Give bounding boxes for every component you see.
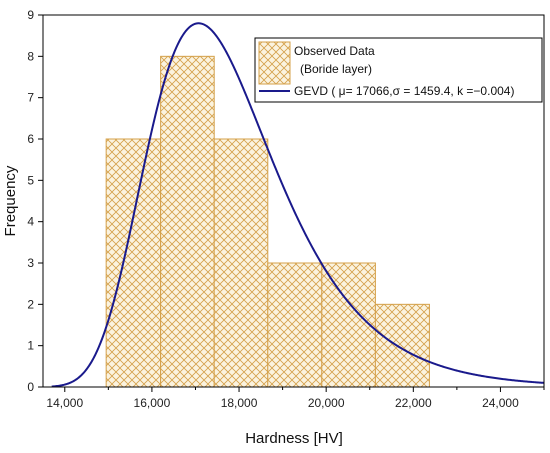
histogram-bar: [374, 303, 430, 388]
x-tick-label: 20,000: [308, 396, 345, 410]
y-tick-label: 7: [27, 91, 34, 105]
y-tick-label: 0: [27, 380, 34, 394]
histogram-bar: [213, 138, 269, 388]
y-tick-label: 8: [27, 49, 34, 63]
legend-label-observed-sub: (Boride layer): [300, 62, 372, 76]
histogram-bars: [105, 55, 430, 388]
x-tick-label: 18,000: [221, 396, 258, 410]
y-tick-label: 6: [27, 132, 34, 146]
y-tick-label: 5: [27, 173, 34, 187]
histogram-bar: [321, 262, 376, 388]
x-axis: 14,000 16,000 18,000 20,000 22,000 24,000: [46, 387, 545, 410]
y-tick-label: 2: [27, 297, 34, 311]
y-tick-label: 9: [27, 8, 34, 22]
legend: Observed Data (Boride layer) GEVD ( μ= 1…: [254, 37, 543, 103]
histogram-bar: [160, 55, 215, 388]
x-tick-label: 14,000: [46, 396, 83, 410]
x-tick-label: 16,000: [134, 396, 171, 410]
x-axis-title: Hardness [HV]: [245, 430, 343, 447]
histogram-bar: [267, 262, 323, 388]
x-tick-label: 22,000: [395, 396, 432, 410]
legend-label-gevd: GEVD ( μ= 17066,σ = 1459.4, k =−0.004): [294, 84, 514, 98]
legend-swatch-observed: [258, 41, 291, 85]
legend-label-observed: Observed Data: [294, 44, 375, 58]
legend-box: [254, 37, 543, 103]
y-tick-label: 1: [27, 339, 34, 353]
y-axis: 0 1 2 3 4 5 6 7 8 9: [27, 8, 43, 394]
plot-area-frame: [42, 14, 545, 388]
y-axis-title: Frequency: [2, 165, 19, 236]
y-tick-label: 4: [27, 215, 34, 229]
x-tick-label: 24,000: [482, 396, 519, 410]
y-tick-label: 3: [27, 256, 34, 270]
gevd-fit-curve: [51, 22, 545, 388]
histogram-bar: [105, 138, 162, 388]
